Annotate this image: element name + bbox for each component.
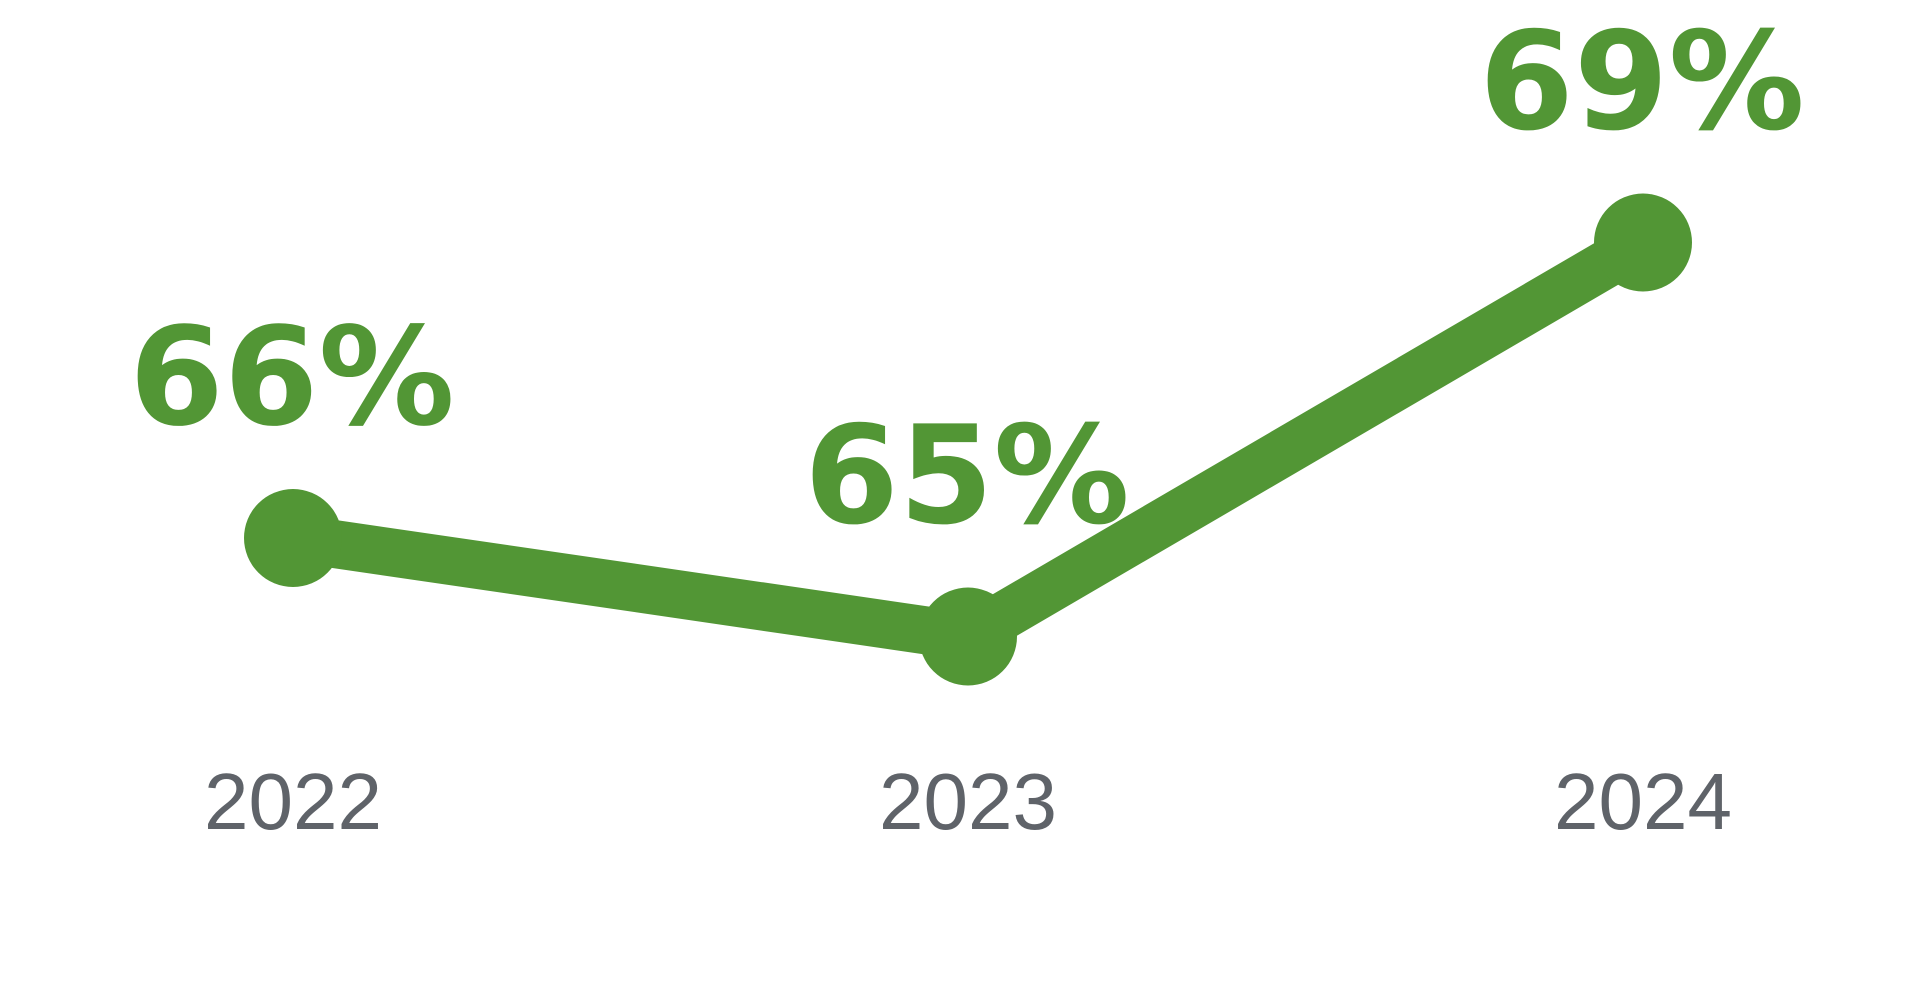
x-axis-ticks: 2022 2023 2024 [204, 757, 1732, 846]
data-point-2023 [919, 587, 1017, 686]
data-label-2023: 65% [804, 398, 1130, 556]
points-layer [244, 193, 1692, 686]
x-tick-label-2023: 2023 [879, 757, 1057, 846]
data-point-2024 [1594, 193, 1692, 292]
x-tick-label-2024: 2024 [1554, 757, 1732, 846]
x-tick-label-2022: 2022 [204, 757, 382, 846]
data-point-2022 [244, 489, 342, 587]
data-label-2022: 66% [129, 299, 455, 457]
data-label-2024: 69% [1479, 4, 1805, 162]
data-labels: 66% 65% 69% [129, 4, 1805, 556]
